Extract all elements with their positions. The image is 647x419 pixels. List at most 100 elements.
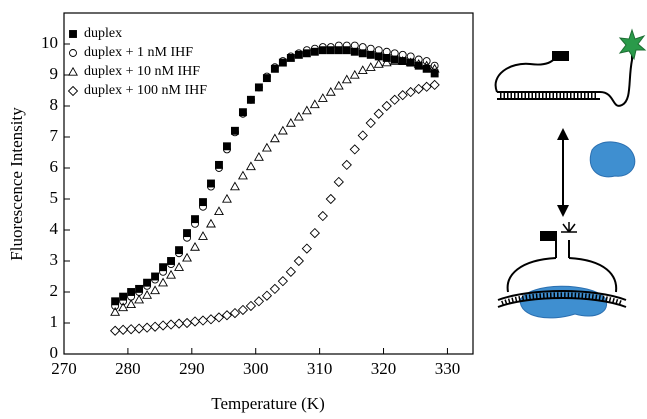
x-axis-label: Temperature (K) xyxy=(211,394,325,413)
data-point xyxy=(358,43,367,52)
y-tick-label: 3 xyxy=(50,250,59,269)
data-point xyxy=(269,283,281,295)
data-point xyxy=(189,316,201,327)
data-point xyxy=(421,60,432,70)
data-point xyxy=(199,202,207,211)
data-point xyxy=(182,252,192,262)
data-point xyxy=(317,93,328,102)
data-point xyxy=(206,218,216,228)
data-point xyxy=(381,57,392,67)
data-point xyxy=(365,62,376,71)
data-point xyxy=(421,81,432,92)
data-point xyxy=(125,324,137,335)
data-point xyxy=(238,109,247,118)
y-tick-label: 9 xyxy=(50,64,59,83)
data-point xyxy=(350,47,359,56)
data-point xyxy=(293,255,304,267)
data-point xyxy=(118,302,129,312)
base-pairs xyxy=(501,292,623,306)
arrow-head xyxy=(557,205,569,217)
data-point xyxy=(405,86,416,98)
data-point xyxy=(174,262,185,271)
data-point xyxy=(350,41,359,50)
data-point xyxy=(229,307,241,319)
data-point xyxy=(191,219,199,228)
x-tick-label: 290 xyxy=(179,359,205,378)
data-point xyxy=(133,323,145,334)
data-point xyxy=(278,58,287,67)
data-point xyxy=(262,74,271,83)
x-tick-label: 280 xyxy=(115,359,141,378)
data-point xyxy=(245,300,257,312)
data-point xyxy=(429,63,440,73)
data-point xyxy=(277,276,289,287)
y-tick-label: 8 xyxy=(50,95,59,114)
legend-label: duplex + 100 nM IHF xyxy=(84,83,207,98)
data-point xyxy=(398,50,407,59)
data-point xyxy=(397,55,408,65)
data-point xyxy=(221,310,233,321)
data-point xyxy=(157,320,169,331)
loop-strand xyxy=(494,57,556,93)
data-point xyxy=(253,152,264,161)
data-point xyxy=(183,229,191,238)
data-point xyxy=(143,281,152,290)
data-point xyxy=(269,133,280,143)
data-point xyxy=(221,193,232,203)
data-point xyxy=(349,144,360,155)
data-point xyxy=(237,304,249,316)
data-point xyxy=(205,314,217,325)
legend-label: duplex xyxy=(84,26,122,41)
data-point xyxy=(141,322,153,333)
data-point xyxy=(430,69,439,78)
data-point xyxy=(325,193,336,205)
data-point xyxy=(190,241,200,251)
data-point xyxy=(165,319,177,330)
data-point xyxy=(374,46,383,55)
data-point xyxy=(126,299,137,309)
data-point xyxy=(318,43,327,52)
x-tick-label: 300 xyxy=(243,359,269,378)
data-point xyxy=(358,49,367,58)
data-point xyxy=(382,47,391,56)
data-point xyxy=(270,64,279,73)
data-point xyxy=(111,297,120,306)
data-point xyxy=(373,108,384,119)
data-point xyxy=(389,55,400,65)
data-point xyxy=(166,269,177,279)
data-point xyxy=(207,182,215,191)
quenched-fluorophore xyxy=(561,222,577,233)
data-point xyxy=(389,94,400,105)
bent-strand xyxy=(506,257,557,293)
strand xyxy=(497,290,627,301)
data-point xyxy=(198,231,208,240)
data-point xyxy=(127,288,136,296)
data-point xyxy=(397,90,408,101)
schematic xyxy=(494,28,647,319)
data-point xyxy=(151,275,160,284)
data-point xyxy=(366,50,375,59)
data-point xyxy=(373,59,384,68)
data-point xyxy=(429,79,440,91)
data-point xyxy=(294,49,303,58)
data-point xyxy=(325,86,336,96)
data-point xyxy=(262,72,271,81)
legend-marker xyxy=(67,85,79,97)
data-point xyxy=(237,170,248,180)
data-point xyxy=(333,80,344,90)
data-point xyxy=(317,210,328,222)
data-point xyxy=(293,111,304,121)
y-tick-label: 6 xyxy=(50,157,59,176)
fluorophore xyxy=(618,28,647,61)
legend-marker xyxy=(68,66,78,76)
data-point xyxy=(110,307,121,316)
data-point xyxy=(149,321,161,332)
data-point xyxy=(301,105,312,115)
data-point xyxy=(159,267,168,276)
data-point xyxy=(159,263,168,272)
data-point xyxy=(422,57,431,65)
data-point xyxy=(333,176,344,188)
data-point xyxy=(181,317,193,329)
data-point xyxy=(199,198,207,207)
